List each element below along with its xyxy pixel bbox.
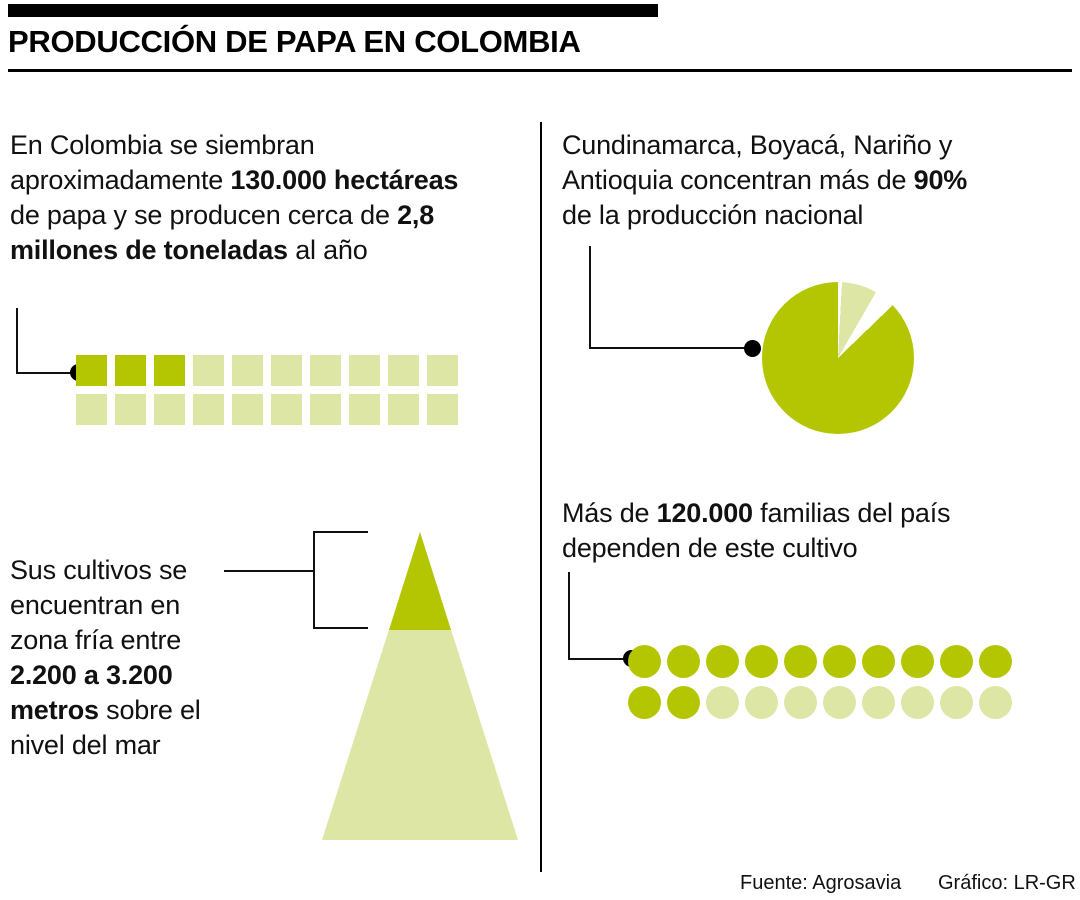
- family-dot-icon: [667, 645, 700, 678]
- fact-siembra-seg3: 2,8 millones de toneladas: [10, 200, 435, 265]
- family-dot-icon: [745, 686, 778, 719]
- fact-siembra-seg1: 130.000 hectáreas: [230, 165, 459, 195]
- mountain-peak-shape: [389, 532, 451, 630]
- waffle-cell: [388, 355, 419, 386]
- connector-line: [568, 572, 570, 660]
- family-dot-icon: [901, 686, 934, 719]
- fact-concentracion-seg1: 90%: [913, 165, 968, 195]
- connector-line: [224, 570, 315, 572]
- families-pictogram: [628, 645, 1012, 719]
- family-dot-icon: [862, 645, 895, 678]
- mountain-base-shape: [322, 532, 518, 840]
- family-dot-icon: [901, 645, 934, 678]
- waffle-cell: [76, 394, 107, 425]
- waffle-cell: [427, 394, 458, 425]
- fact-concentracion-seg0: Cundinamarca, Boyacá, Nariño y Antioquia…: [562, 130, 953, 195]
- bracket-line: [313, 531, 315, 629]
- connector-line: [568, 658, 628, 660]
- waffle-cell: [310, 355, 341, 386]
- waffle-chart: [76, 355, 458, 425]
- waffle-cell: [388, 394, 419, 425]
- fact-concentracion-text: Cundinamarca, Boyacá, Nariño y Antioquia…: [562, 128, 997, 233]
- family-dot-icon: [979, 645, 1012, 678]
- family-dot-icon: [745, 645, 778, 678]
- connector-line: [16, 308, 18, 374]
- waffle-cell: [349, 355, 380, 386]
- fact-siembra-seg4: al año: [287, 235, 368, 265]
- waffle-cell: [427, 355, 458, 386]
- fact-familias-text: Más de 120.000 familias del país depende…: [562, 496, 972, 566]
- connector-line: [16, 372, 79, 374]
- family-dot-icon: [706, 686, 739, 719]
- family-dot-icon: [940, 645, 973, 678]
- family-dot-icon: [628, 686, 661, 719]
- mountain-chart: [322, 532, 518, 840]
- family-dot-icon: [823, 686, 856, 719]
- fact-siembra-seg2: de papa y se producen cerca de: [10, 200, 398, 230]
- waffle-cell: [232, 355, 263, 386]
- column-divider: [540, 122, 542, 872]
- fact-familias-seg0: Más de: [562, 498, 657, 528]
- connector-line: [589, 246, 591, 349]
- graphic-credit: Gráfico: LR-GR: [938, 872, 1076, 894]
- fact-familias-seg1: 120.000: [656, 498, 753, 528]
- connector-line: [589, 347, 752, 349]
- fact-familias-seg2: familias del país dependen de este culti…: [562, 498, 951, 563]
- fact-altitud-seg1: 2.200 a 3.200 metros: [10, 660, 173, 725]
- waffle-cell: [193, 355, 224, 386]
- family-dot-icon: [784, 686, 817, 719]
- connector-dot-icon: [744, 340, 761, 357]
- waffle-cell: [193, 394, 224, 425]
- waffle-cell: [154, 394, 185, 425]
- fact-altitud-seg2: sobre el nivel del mar: [10, 695, 201, 760]
- fact-altitud-text: Sus cultivos se encuentran en zona fría …: [10, 553, 235, 763]
- family-dot-icon: [979, 686, 1012, 719]
- pie-chart: [762, 282, 914, 434]
- family-dot-icon: [667, 686, 700, 719]
- waffle-cell: [349, 394, 380, 425]
- bracket-line: [313, 531, 368, 533]
- source-credit: Fuente: Agrosavia: [740, 872, 902, 894]
- waffle-cell: [115, 355, 146, 386]
- waffle-cell: [310, 394, 341, 425]
- title-rule: [8, 69, 1072, 72]
- family-dot-icon: [706, 645, 739, 678]
- family-dot-icon: [823, 645, 856, 678]
- page-title: PRODUCCIÓN DE PAPA EN COLOMBIA: [8, 24, 581, 59]
- waffle-cell: [271, 355, 302, 386]
- waffle-cell: [271, 394, 302, 425]
- waffle-cell: [76, 355, 107, 386]
- family-dot-icon: [940, 686, 973, 719]
- header-accent-bar: [8, 4, 658, 17]
- fact-altitud-seg0: Sus cultivos se encuentran en zona fría …: [10, 555, 188, 655]
- fact-concentracion-seg2: de la producción nacional: [562, 200, 864, 230]
- fact-siembra-seg0: En Colombia se siembran aproximadamente: [10, 130, 315, 195]
- family-dot-icon: [628, 645, 661, 678]
- fact-siembra-text: En Colombia se siembran aproximadamente …: [10, 128, 475, 268]
- family-dot-icon: [862, 686, 895, 719]
- family-dot-icon: [784, 645, 817, 678]
- waffle-cell: [115, 394, 146, 425]
- waffle-cell: [232, 394, 263, 425]
- waffle-cell: [154, 355, 185, 386]
- bracket-line: [313, 627, 368, 629]
